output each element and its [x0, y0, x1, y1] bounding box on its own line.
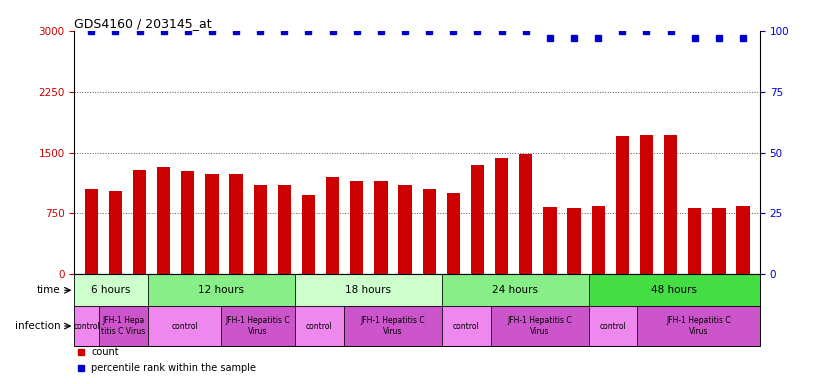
Text: count: count: [92, 348, 119, 358]
Text: JFH-1 Hepatitis C
Virus: JFH-1 Hepatitis C Virus: [507, 316, 572, 336]
Text: JFH-1 Hepatitis C
Virus: JFH-1 Hepatitis C Virus: [360, 316, 425, 336]
Text: control: control: [74, 321, 100, 331]
Text: GDS4160 / 203145_at: GDS4160 / 203145_at: [74, 17, 212, 30]
Text: time: time: [37, 285, 60, 295]
Bar: [591, 206, 605, 274]
Bar: [74, 306, 99, 346]
Bar: [398, 185, 411, 274]
Text: control: control: [171, 321, 198, 331]
Text: 12 hours: 12 hours: [198, 285, 244, 295]
Text: control: control: [453, 321, 479, 331]
Bar: [295, 274, 442, 306]
Bar: [344, 306, 442, 346]
Text: JFH-1 Hepatitis C
Virus: JFH-1 Hepatitis C Virus: [225, 316, 290, 336]
Bar: [133, 170, 146, 274]
Bar: [447, 193, 460, 274]
Bar: [640, 135, 653, 274]
Text: 18 hours: 18 hours: [345, 285, 392, 295]
Bar: [99, 306, 148, 346]
Bar: [278, 185, 291, 274]
Bar: [442, 274, 588, 306]
Text: control: control: [600, 321, 626, 331]
Bar: [638, 306, 760, 346]
Bar: [712, 208, 725, 274]
Bar: [567, 208, 581, 274]
Text: 24 hours: 24 hours: [492, 285, 538, 295]
Text: infection: infection: [15, 321, 60, 331]
Text: JFH-1 Hepa
titis C Virus: JFH-1 Hepa titis C Virus: [102, 316, 145, 336]
Bar: [350, 181, 363, 274]
Bar: [230, 174, 243, 274]
Bar: [615, 136, 629, 274]
Bar: [519, 154, 533, 274]
Bar: [84, 189, 97, 274]
Bar: [491, 306, 589, 346]
Bar: [148, 274, 295, 306]
Bar: [181, 171, 194, 274]
Bar: [206, 174, 219, 274]
Bar: [374, 181, 387, 274]
Bar: [664, 135, 677, 274]
Bar: [588, 274, 760, 306]
Bar: [495, 158, 508, 274]
Text: percentile rank within the sample: percentile rank within the sample: [92, 364, 257, 374]
Bar: [148, 306, 221, 346]
Bar: [221, 306, 295, 346]
Bar: [588, 306, 638, 346]
Bar: [254, 185, 267, 274]
Bar: [442, 306, 491, 346]
Bar: [326, 177, 339, 274]
Bar: [423, 189, 436, 274]
Bar: [301, 195, 316, 274]
Text: 48 hours: 48 hours: [651, 285, 697, 295]
Text: 6 hours: 6 hours: [92, 285, 131, 295]
Bar: [737, 206, 750, 274]
Text: control: control: [306, 321, 333, 331]
Text: JFH-1 Hepatitis C
Virus: JFH-1 Hepatitis C Virus: [667, 316, 731, 336]
Bar: [688, 208, 701, 274]
Bar: [109, 192, 122, 274]
Bar: [157, 167, 170, 274]
Bar: [74, 274, 148, 306]
Bar: [295, 306, 344, 346]
Bar: [544, 207, 557, 274]
Bar: [471, 165, 484, 274]
